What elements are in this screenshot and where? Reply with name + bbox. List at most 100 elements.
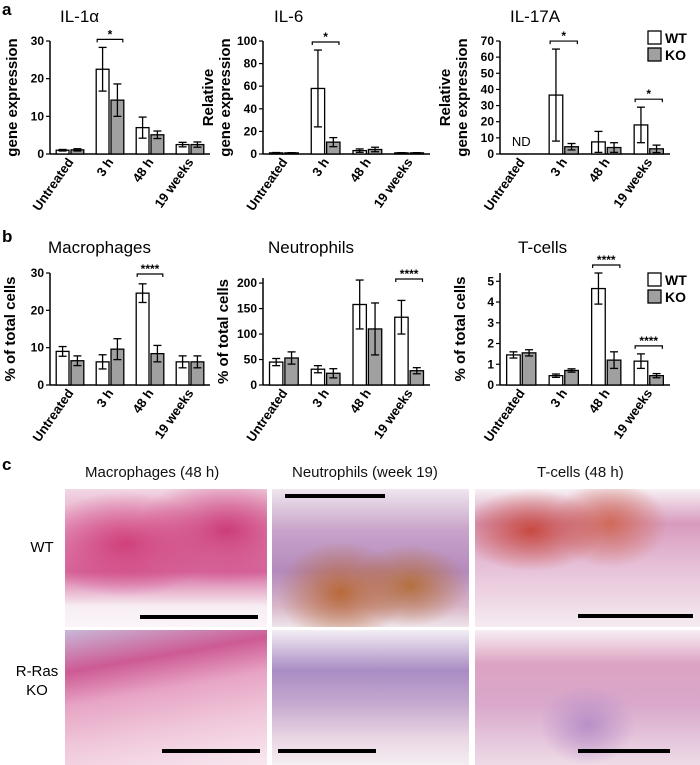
scale-bar	[140, 615, 258, 619]
x-tick-label: 3 h	[309, 386, 332, 410]
histology-image-wt-neutrophils	[272, 489, 469, 627]
x-tick-label: 48 h	[585, 386, 612, 416]
x-tick-label: Untreated	[29, 155, 76, 213]
y-tick-label: 4	[487, 295, 494, 309]
legend-swatch-ko	[647, 289, 662, 304]
legend-swatch-wt	[647, 30, 662, 45]
y-tick-label: 80	[244, 57, 258, 71]
significance-label: *	[108, 27, 113, 41]
y-tick-label: 60	[244, 79, 258, 93]
y-tick-label: 1	[487, 357, 494, 371]
y-axis-label: % of total cells	[2, 276, 19, 381]
y-tick-label: 10	[481, 131, 495, 145]
legend-swatch-ko	[647, 47, 662, 62]
x-tick-label: 48 h	[129, 386, 156, 416]
x-tick-label: Untreated	[243, 155, 290, 213]
chart-title: IL-1α	[60, 7, 99, 26]
significance-bracket	[136, 273, 164, 277]
y-tick-label: 10	[31, 341, 45, 355]
y-tick-label: 0	[37, 147, 44, 161]
y-tick-label: 30	[31, 266, 45, 280]
histology-column-title: Macrophages (48 h)	[85, 464, 220, 481]
x-tick-label: Untreated	[481, 386, 528, 444]
x-tick-label: 19 weeks	[371, 155, 416, 210]
significance-label: ****	[141, 262, 160, 276]
significance-label: *	[561, 29, 566, 43]
x-tick-label: 19 weeks	[151, 155, 196, 210]
scale-bar	[162, 749, 260, 753]
x-tick-label: 48 h	[129, 155, 156, 185]
chart-title: Macrophages	[48, 238, 151, 257]
not-detected-label: ND	[512, 134, 531, 149]
x-tick-label: 48 h	[347, 155, 374, 185]
y-axis-label: gene expression	[217, 38, 234, 156]
y-axis-label: Relative	[0, 69, 4, 127]
bar-ko	[521, 352, 537, 386]
x-tick-label: 48 h	[585, 155, 612, 185]
significance-bracket	[96, 38, 124, 43]
histology-row-label: R-Ras KO	[15, 663, 59, 699]
y-tick-label: 20	[31, 72, 45, 86]
legend-label-ko: KO	[665, 289, 686, 305]
chart-title: IL-17A	[510, 7, 561, 26]
significance-label: ****	[400, 267, 419, 281]
y-tick-label: 40	[481, 82, 495, 96]
significance-bracket	[592, 264, 621, 268]
legend-label-ko: KO	[665, 47, 686, 63]
x-tick-label: 3 h	[93, 155, 116, 179]
y-axis-label: gene expression	[454, 38, 471, 156]
x-tick-label: 3 h	[93, 386, 116, 410]
y-tick-label: 20	[31, 303, 45, 317]
significance-bracket	[634, 98, 663, 103]
significance-bracket	[395, 278, 424, 282]
significance-label: ****	[597, 253, 616, 267]
x-tick-label: Untreated	[481, 155, 528, 213]
x-tick-label: 3 h	[547, 155, 570, 179]
y-tick-label: 3	[487, 316, 494, 330]
y-tick-label: 40	[244, 102, 258, 116]
y-axis-label: % of total cells	[215, 279, 232, 384]
significance-label: *	[646, 87, 651, 101]
y-tick-label: 0	[250, 378, 257, 392]
significance-label: ****	[639, 334, 658, 348]
scale-bar	[578, 749, 670, 753]
bar-wt	[505, 354, 521, 386]
legend-swatch-wt	[647, 272, 662, 287]
y-tick-label: 5	[487, 274, 494, 288]
x-tick-label: 19 weeks	[371, 386, 416, 441]
y-tick-label: 200	[237, 276, 257, 290]
y-tick-label: 0	[487, 147, 494, 161]
y-tick-label: 50	[244, 353, 258, 367]
x-tick-label: 19 weeks	[151, 386, 196, 441]
y-tick-label: 2	[487, 337, 494, 351]
y-tick-label: 0	[487, 378, 494, 392]
histology-image-wt-macrophages	[65, 489, 267, 627]
y-tick-label: 30	[481, 99, 495, 113]
y-axis-label: gene expression	[4, 38, 21, 156]
y-tick-label: 0	[37, 378, 44, 392]
y-tick-label: 0	[250, 147, 257, 161]
x-tick-label: 19 weeks	[610, 386, 655, 441]
scale-bar	[285, 494, 385, 498]
y-tick-label: 100	[237, 327, 257, 341]
histology-column-title: T-cells (48 h)	[537, 464, 624, 481]
bar-wt	[135, 292, 150, 386]
legend-label-wt: WT	[665, 30, 687, 46]
y-tick-label: 50	[481, 66, 495, 80]
legend-label-wt: WT	[665, 272, 687, 288]
y-axis-label: Relative	[200, 69, 217, 127]
chart-title: Neutrophils	[268, 238, 354, 257]
y-tick-label: 70	[481, 34, 495, 48]
histology-row-label: WT	[30, 539, 54, 556]
y-tick-label: 30	[31, 34, 45, 48]
y-tick-label: 100	[237, 34, 257, 48]
significance-bracket	[549, 40, 578, 45]
y-axis-label: Relative	[437, 69, 454, 127]
x-tick-label: Untreated	[29, 386, 76, 444]
x-tick-label: 3 h	[547, 386, 570, 410]
x-tick-label: 3 h	[309, 155, 332, 179]
significance-label: *	[323, 30, 328, 44]
x-tick-label: 19 weeks	[610, 155, 655, 210]
